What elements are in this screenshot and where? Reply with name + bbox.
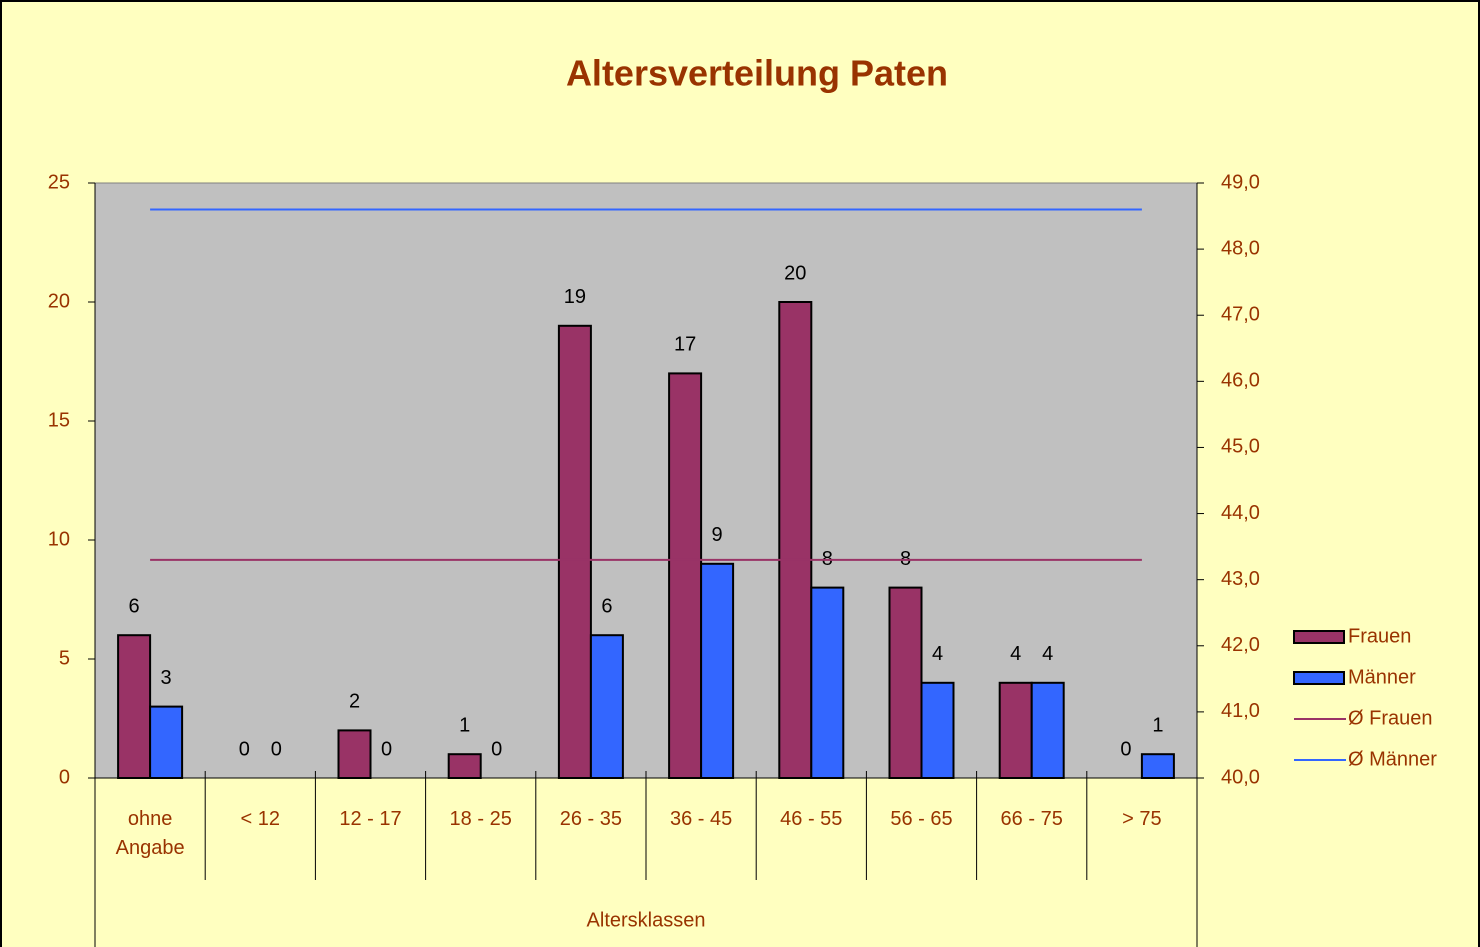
bar [1140, 753, 1175, 780]
data-label: 20 [784, 262, 806, 284]
x-tick-label: 46 - 55 [780, 808, 843, 830]
data-label: 4 [1010, 643, 1021, 665]
legend-label: Männer [1348, 666, 1416, 688]
data-label: 0 [491, 738, 502, 760]
data-label: 0 [1120, 738, 1131, 760]
x-tick-label: > 75 [1122, 808, 1162, 830]
data-label: 19 [564, 286, 586, 308]
legend-label: Frauen [1348, 625, 1411, 647]
data-label: 6 [601, 595, 612, 617]
bar [149, 705, 184, 779]
y-tick-label: 15 [48, 409, 70, 431]
x-axis-title: Altersklassen [587, 909, 706, 931]
x-tick-label: 12 - 17 [339, 808, 402, 830]
y2-tick-label: 43,0 [1221, 568, 1260, 590]
x-tick-label: ohne Angabe [115, 808, 185, 859]
data-label: 2 [349, 691, 360, 713]
bar [920, 681, 955, 779]
bar [668, 372, 703, 779]
chart-title: Altersverteilung Paten [566, 53, 948, 94]
x-tick-label: 36 - 45 [669, 808, 733, 830]
y2-tick-label: 47,0 [1221, 304, 1260, 326]
y2-tick-label: 48,0 [1221, 237, 1260, 259]
legend-swatch [1293, 671, 1345, 685]
bar [778, 301, 813, 779]
bar [589, 634, 624, 780]
y-tick-label: 5 [59, 647, 70, 669]
data-label: 3 [161, 667, 172, 689]
bar [700, 562, 735, 779]
data-label: 0 [381, 738, 392, 760]
legend-label: Ø Männer [1348, 748, 1437, 770]
data-label: 4 [1042, 643, 1053, 665]
data-label: 17 [674, 334, 696, 356]
data-label: 0 [239, 738, 250, 760]
bar [810, 586, 845, 779]
y2-tick-label: 46,0 [1221, 370, 1260, 392]
y2-tick-label: 44,0 [1221, 502, 1260, 524]
y2-tick-label: 49,0 [1221, 171, 1260, 193]
y-tick-label: 20 [48, 290, 70, 312]
bar [447, 753, 482, 780]
data-label: 4 [932, 643, 943, 665]
x-tick-label: 56 - 65 [890, 808, 953, 830]
y-tick-label: 0 [59, 766, 70, 788]
x-tick-label: 18 - 25 [449, 808, 512, 830]
y-tick-label: 10 [48, 528, 70, 550]
data-label: 6 [129, 595, 140, 617]
bar [337, 729, 372, 780]
bar [998, 681, 1033, 779]
bar [1030, 681, 1065, 779]
data-label: 1 [459, 714, 470, 736]
y2-tick-label: 45,0 [1221, 436, 1260, 458]
y2-tick-label: 42,0 [1221, 634, 1260, 656]
y2-tick-label: 41,0 [1221, 700, 1260, 722]
plot-area [94, 182, 1198, 779]
y-tick-label: 25 [48, 171, 70, 193]
bar [117, 634, 152, 780]
data-label: 9 [712, 524, 723, 546]
legend-swatch [1293, 630, 1345, 644]
x-tick-label: 66 - 75 [1000, 808, 1063, 830]
bar [557, 324, 592, 779]
x-tick-label: < 12 [240, 808, 281, 830]
data-label: 0 [271, 738, 282, 760]
legend-label: Ø Frauen [1348, 707, 1432, 729]
x-tick-label: 26 - 35 [559, 808, 623, 830]
bar [888, 586, 923, 779]
y2-tick-label: 40,0 [1221, 766, 1260, 788]
data-label: 1 [1152, 714, 1163, 736]
